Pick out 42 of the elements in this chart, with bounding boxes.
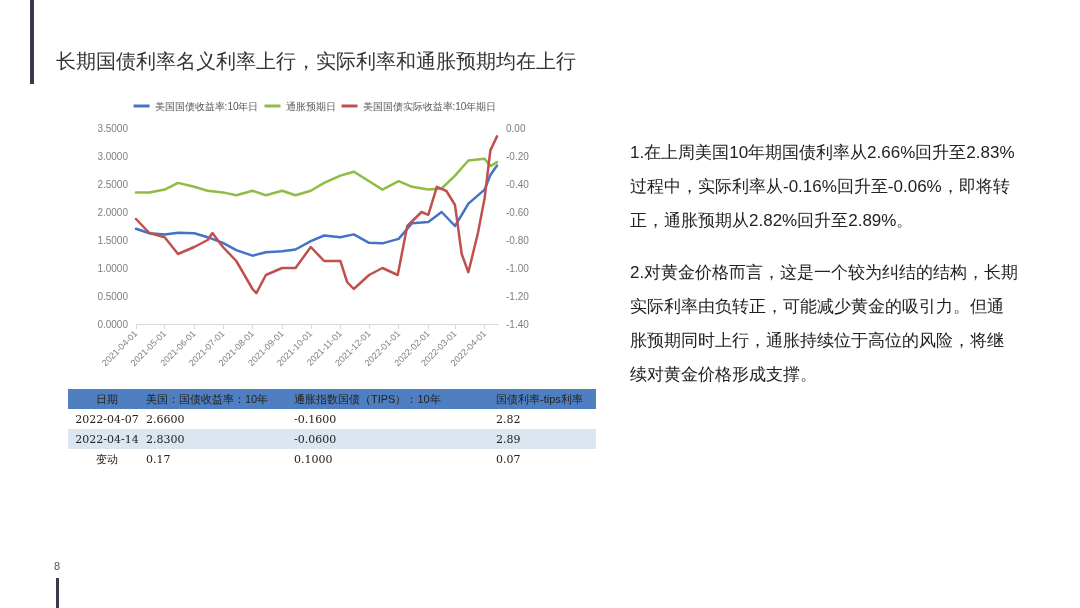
chart-title: 长期国债利率名义利率上行，实际利率和通胀预期均在上行 (56, 49, 576, 74)
text: 0.17 (146, 452, 172, 466)
y2-tick-label: -0.60 (506, 206, 530, 218)
y-tick-label: 3.5000 (97, 122, 129, 134)
text: 美国：国债收益率：10年 (146, 391, 270, 407)
y-tick-label: 1.0000 (97, 262, 129, 274)
legend-label: 美国国债收益率:10年日 (154, 100, 259, 112)
text: 2.89 (496, 432, 522, 446)
legend-label: 美国国债实际收益率:10年期日 (362, 100, 497, 112)
legend-label: 通胀预期日 (285, 100, 336, 112)
y2-tick-label: -0.80 (506, 234, 530, 246)
text: 国债利率-tips利率 (496, 391, 584, 407)
y-tick-label: 0.0000 (97, 318, 129, 330)
y2-tick-label: -1.20 (506, 290, 530, 302)
text: 变动 (95, 451, 119, 467)
text: 2.82 (496, 412, 522, 426)
text: 2.6600 (146, 412, 186, 426)
text: -0.1600 (294, 412, 338, 426)
text: 2022-04-14 (74, 432, 140, 446)
y2-tick-label: -0.20 (506, 150, 530, 162)
line-series (134, 164, 499, 257)
text: 8 (54, 560, 61, 572)
text: 0.1000 (294, 452, 334, 466)
y2-tick-label: 0.00 (506, 122, 526, 134)
text: 2.对黄金价格而言，这是一个较为纠结的结构，长期实际利率由负转正，可能减少黄金的吸引力。但通胀预期同时上行，通胀持续位于高位的风险，将继续对黄金价格形成支撑。 (630, 262, 1020, 386)
y-tick-label: 2.5000 (97, 178, 129, 190)
line-series (134, 135, 499, 295)
y2-tick-label: -1.40 (506, 318, 530, 330)
text: 日期 (95, 391, 119, 407)
y-tick-label: 2.0000 (97, 206, 129, 218)
y-tick-label: 1.5000 (97, 234, 129, 246)
text: 1.在上周美国10年期国债利率从2.66%回升至2.83%过程中，实际利率从-0.16%回升至-0.06%，即将转正，通胀预期从2.82%回升至2.89%。 (630, 142, 1016, 232)
y2-tick-label: -0.40 (506, 178, 530, 190)
y-tick-label: 0.5000 (97, 290, 129, 302)
text: 2022-04-07 (74, 412, 140, 426)
text: -0.0600 (294, 432, 338, 446)
text: 2.8300 (146, 432, 186, 446)
text: 通胀指数国债（TIPS）：10年 (294, 391, 442, 407)
y2-tick-label: -1.00 (506, 262, 530, 274)
line-series (134, 157, 499, 197)
text: 0.07 (496, 452, 522, 466)
y-tick-label: 3.0000 (97, 150, 129, 162)
